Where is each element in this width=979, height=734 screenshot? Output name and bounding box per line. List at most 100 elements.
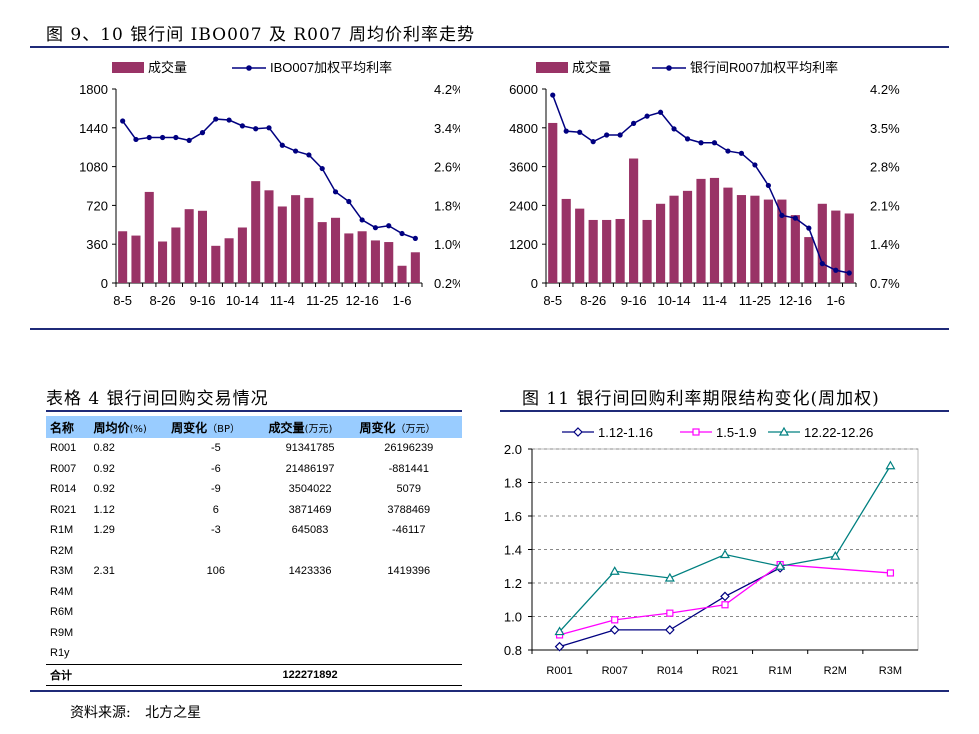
- rate-point: [550, 92, 556, 98]
- volume-bar: [118, 231, 128, 283]
- legend-rate-marker: [666, 65, 672, 71]
- volume-bar: [642, 219, 652, 283]
- rate-point: [372, 225, 379, 231]
- y-left-tick-label: 1200: [509, 237, 538, 252]
- series-point-diamond: [665, 625, 675, 635]
- volume-bar: [790, 215, 800, 283]
- table-row: R1y: [46, 643, 462, 664]
- ibo007-chart: 成交量 IBO007加权平均利率 0 360 720 1080 1440 1800 0.2% 1.…: [79, 60, 460, 308]
- cell-vol: 91341785: [285, 442, 335, 455]
- y-right-tick-label: 3.4%: [434, 121, 460, 136]
- cell-chg: -3: [210, 524, 221, 537]
- cell-vol: [265, 582, 356, 603]
- y-left-tick-label: 2400: [509, 198, 538, 213]
- cell-name: R021: [50, 503, 77, 516]
- col-chg: 周变化（BP）: [167, 416, 265, 438]
- cell-avg: [89, 541, 167, 562]
- rate-point: [120, 118, 126, 124]
- source-value: 北方之星: [145, 705, 202, 721]
- cell-vol-chg: 1419396: [387, 565, 431, 578]
- rate-point: [590, 139, 596, 145]
- cell-avg: 1.29: [93, 524, 115, 537]
- source-note: 资料来源: 北方之星: [70, 702, 201, 722]
- y-tick-label: 2.0: [504, 442, 522, 457]
- x-tick-label: 11-25: [739, 293, 771, 308]
- volume-bar: [184, 209, 194, 283]
- cell-name: R1y: [50, 647, 70, 660]
- cell-vol: 3871469: [288, 503, 332, 516]
- cell-name: R3M: [50, 565, 74, 578]
- rate-point: [319, 165, 325, 172]
- y-tick-label: 1.2: [504, 576, 522, 591]
- volume-bar: [831, 210, 841, 283]
- x-tick-label: 11-4: [702, 293, 727, 308]
- table-rule: [46, 410, 462, 412]
- x-tick-label: 11-4: [270, 293, 295, 308]
- volume-bar: [211, 245, 221, 283]
- cell-vol-chg: -881441: [388, 462, 429, 475]
- volume-bar: [548, 122, 558, 283]
- rate-point: [346, 198, 352, 205]
- volume-bar: [736, 195, 747, 283]
- series-point-square: [721, 601, 729, 609]
- y-left-tick-label: 720: [86, 198, 108, 213]
- figure-11-title: 图 11 银行间回购利率期限结构变化(周加权): [522, 389, 880, 409]
- y-left-tick-label: 1440: [79, 121, 108, 136]
- series-point-diamond: [554, 641, 565, 652]
- cell-name: R007: [50, 462, 77, 475]
- y-left-tick-label: 6000: [509, 82, 538, 97]
- cell-avg: 0.92: [93, 462, 115, 475]
- y-right-tick-label: 1.0%: [434, 237, 460, 252]
- rate-point: [617, 132, 623, 138]
- volume-bar: [171, 227, 181, 283]
- x-tick-label: 11-25: [306, 293, 338, 308]
- cell-vol: [265, 643, 356, 664]
- fig11-rule: [500, 410, 949, 412]
- volume-bar: [817, 203, 827, 283]
- volume-bar: [197, 210, 208, 283]
- table-row: R007 0.92 -6 21486197 -881441: [46, 459, 462, 480]
- volume-bar: [344, 233, 354, 283]
- rate-point: [213, 116, 219, 122]
- table-row: R2M: [46, 541, 462, 562]
- col-avg: 周均价(%): [89, 416, 168, 438]
- volume-bar: [144, 191, 154, 283]
- y-left-tick-label: 3600: [509, 160, 538, 175]
- volume-bar: [575, 208, 585, 283]
- rate-point: [412, 235, 418, 241]
- rate-point: [779, 212, 785, 218]
- middle-rule: [30, 328, 949, 330]
- table-row: R4M: [46, 582, 462, 603]
- rate-point: [332, 189, 339, 195]
- rate-point: [226, 117, 232, 123]
- x-tick-label: 1-6: [826, 293, 845, 308]
- rate-point: [577, 129, 583, 135]
- volume-bar: [330, 217, 341, 283]
- cell-name: R9M: [50, 626, 74, 639]
- cell-name: R001: [50, 442, 77, 455]
- volume-bar: [696, 178, 706, 283]
- series-point-triangle: [885, 460, 896, 470]
- series-point-diamond: [720, 591, 730, 602]
- cell-chg: -5: [210, 442, 221, 455]
- table-header-row: 名称 周均价(%) 周变化（BP） 成交量(万元) 周变化（万元）: [46, 416, 462, 438]
- x-tick-label: R001: [546, 665, 572, 677]
- x-tick-label: 8-5: [113, 293, 132, 308]
- legend-rate-label: 银行间R007加权平均利率: [690, 60, 838, 75]
- cell-avg: [89, 643, 167, 664]
- volume-bar: [158, 241, 168, 283]
- rate-point: [186, 137, 192, 144]
- y-right-tick-label: 0.2%: [434, 276, 460, 291]
- x-tick-label: 10-14: [657, 293, 690, 308]
- cell-chg: [167, 602, 264, 623]
- y-tick-label: 1.8: [504, 476, 522, 491]
- cell-vol: [265, 541, 356, 562]
- cell-chg: [167, 623, 264, 644]
- cell-avg: 1.12: [93, 503, 115, 516]
- rate-point: [253, 126, 259, 132]
- top-rule: [30, 46, 949, 48]
- volume-bar: [655, 203, 666, 283]
- rate-point: [199, 130, 206, 136]
- y-right-tick-label: 2.8%: [870, 160, 900, 175]
- y-right-tick-label: 4.2%: [870, 82, 900, 97]
